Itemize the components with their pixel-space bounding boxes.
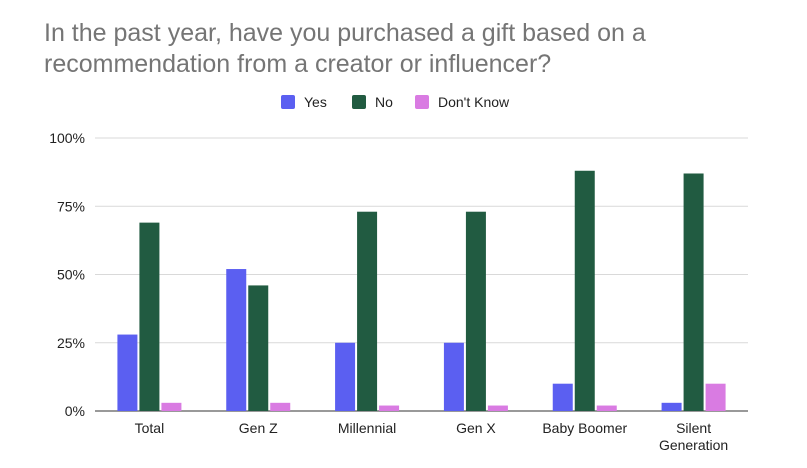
legend-item-dont-know: Don't Know [415, 94, 509, 110]
legend-label-dont-know: Don't Know [438, 94, 510, 110]
y-tick-label: 75% [57, 198, 85, 214]
bar-don-t-know-0 [161, 402, 182, 411]
bar-no-3 [465, 211, 486, 411]
bar-yes-4 [552, 383, 573, 411]
legend-item-yes: Yes [281, 94, 327, 110]
bar-yes-1 [226, 269, 247, 411]
chart-title: In the past year, have you purchased a g… [44, 19, 646, 78]
y-tick-label: 100% [49, 130, 85, 146]
bar-don-t-know-5 [705, 383, 726, 411]
y-tick-label: 50% [57, 267, 85, 283]
bar-no-5 [683, 173, 704, 411]
bar-no-2 [357, 211, 378, 411]
bar-don-t-know-1 [270, 402, 291, 411]
legend-label-no: No [375, 94, 393, 110]
bar-don-t-know-4 [596, 405, 617, 411]
bar-yes-0 [117, 334, 138, 411]
bar-no-4 [574, 170, 595, 411]
legend-label-yes: Yes [304, 94, 327, 110]
y-tick-label: 0% [65, 403, 85, 419]
bar-no-1 [248, 285, 269, 411]
x-tick-label: Generation [659, 437, 728, 453]
x-tick-label: Total [135, 420, 165, 436]
x-tick-label: Gen X [456, 420, 496, 436]
x-tick-label: Gen Z [239, 420, 278, 436]
x-tick-label: Baby Boomer [542, 420, 627, 436]
legend-item-no: No [352, 94, 393, 110]
y-tick-label: 25% [57, 335, 85, 351]
bar-don-t-know-3 [487, 405, 508, 411]
bar-no-0 [139, 222, 160, 411]
legend-swatch-no [352, 95, 366, 109]
legend-swatch-yes [281, 95, 295, 109]
bar-don-t-know-2 [379, 405, 400, 411]
x-tick-label: Millennial [338, 420, 396, 436]
bar-yes-2 [335, 342, 356, 411]
legend-swatch-dont-know [415, 95, 429, 109]
bar-yes-3 [443, 342, 464, 411]
x-tick-label: Silent [676, 420, 711, 436]
chart-legend: Yes No Don't Know [0, 94, 807, 114]
bar-yes-5 [661, 402, 682, 411]
